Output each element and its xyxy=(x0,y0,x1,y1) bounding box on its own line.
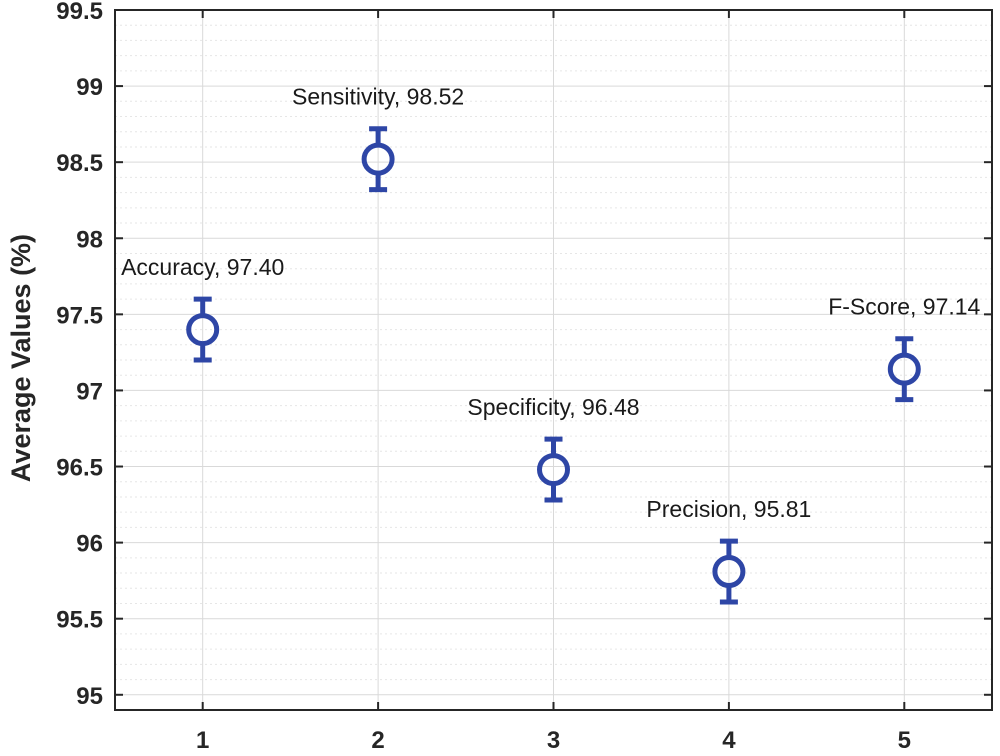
x-tick-label: 2 xyxy=(371,727,384,754)
y-tick-label: 96 xyxy=(76,531,103,558)
y-tick-label: 97.5 xyxy=(56,302,103,329)
y-tick-label: 95.5 xyxy=(56,607,103,634)
data-point-group: F-Score, 97.14 xyxy=(828,294,981,403)
x-tick-label: 5 xyxy=(898,727,911,754)
minor-grid xyxy=(115,24,992,711)
data-point-label: Specificity, 96.48 xyxy=(467,394,639,420)
y-tick-label: 98 xyxy=(76,226,103,253)
data-point-marker xyxy=(887,352,921,386)
x-tick-label: 3 xyxy=(547,727,560,754)
data-point-group: Precision, 95.81 xyxy=(646,496,811,605)
y-tick-label: 96.5 xyxy=(56,455,103,482)
y-axis-label: Average Values (%) xyxy=(6,234,36,482)
data-point-marker xyxy=(712,555,746,589)
data-point-label: Precision, 95.81 xyxy=(646,496,811,522)
y-tick-label: 99.5 xyxy=(56,0,103,25)
data-point-label: Sensitivity, 98.52 xyxy=(292,84,464,110)
x-tick-label: 1 xyxy=(196,727,209,754)
y-tick-label: 98.5 xyxy=(56,150,103,177)
x-tick-label: 4 xyxy=(722,727,736,754)
data-point-group: Sensitivity, 98.52 xyxy=(292,84,464,193)
data-point-marker xyxy=(361,142,395,176)
data-points: Accuracy, 97.40 Sensitivity, 98.52 Specifi… xyxy=(121,84,981,605)
data-point-label: Accuracy, 97.40 xyxy=(121,254,284,280)
major-grid xyxy=(115,9,992,710)
y-tick-label: 97 xyxy=(76,378,103,405)
data-point-marker xyxy=(537,453,570,487)
x-axis-ticks: 1 2 3 4 5 xyxy=(196,10,911,754)
y-axis-ticks: 95 95.5 96 96.5 97 97.5 98 98.5 99 99.5 xyxy=(56,0,992,710)
data-point-marker xyxy=(186,313,220,347)
data-point-group: Specificity, 96.48 xyxy=(467,394,640,503)
y-tick-label: 99 xyxy=(76,74,103,101)
y-tick-label: 95 xyxy=(76,683,103,710)
data-point-group: Accuracy, 97.40 xyxy=(121,254,284,363)
data-point-label: F-Score, 97.14 xyxy=(828,294,980,320)
